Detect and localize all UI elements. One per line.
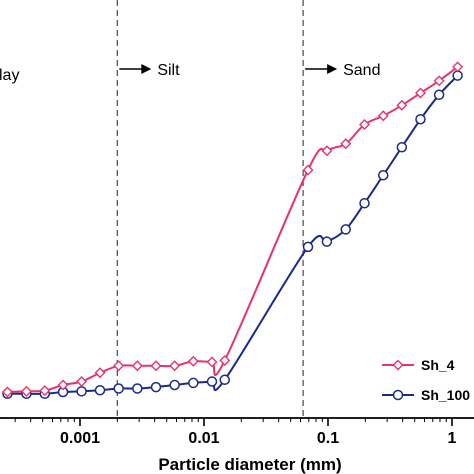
data-point-circle <box>132 383 143 394</box>
data-point-circle <box>392 389 404 401</box>
data-point-circle <box>219 374 230 386</box>
series-layer <box>1 61 464 400</box>
data-point-diamond <box>1 386 13 398</box>
data-point-diamond <box>321 145 333 157</box>
series-sh-100 <box>2 70 463 400</box>
data-point-diamond <box>302 164 314 176</box>
data-point-diamond <box>206 356 218 368</box>
data-point-circle <box>76 386 87 397</box>
data-point-circle <box>150 381 162 393</box>
data-point-diamond <box>359 119 371 131</box>
region-arrow-head <box>327 64 338 74</box>
data-point-circle <box>321 236 333 247</box>
data-point-diamond <box>169 360 181 372</box>
data-point-diamond <box>340 138 352 150</box>
data-point-diamond <box>414 87 426 99</box>
data-point-diamond <box>113 360 125 372</box>
data-point-circle <box>340 224 351 235</box>
data-point-diamond <box>94 367 106 379</box>
data-point-diamond <box>76 376 88 388</box>
region-labels: lay Silt Sand <box>0 62 380 84</box>
data-point-circle <box>378 169 389 181</box>
data-point-circle <box>188 377 199 389</box>
x-tick-label: 1 <box>448 430 457 447</box>
region-boundaries <box>116 0 304 418</box>
series-line <box>7 66 459 393</box>
data-point-diamond <box>392 359 404 371</box>
data-point-diamond <box>452 61 464 73</box>
x-tick-label: 0.001 <box>60 430 100 447</box>
x-tick-label: 0.1 <box>317 430 339 447</box>
data-point-diamond <box>219 355 231 367</box>
data-point-diamond <box>131 360 143 372</box>
legend-label: Sh_4 <box>421 357 455 373</box>
x-axis-title: Particle diameter (mm) <box>158 455 341 474</box>
data-point-diamond <box>433 75 445 87</box>
data-point-diamond <box>20 385 32 397</box>
data-point-circle <box>169 379 180 391</box>
data-point-circle <box>94 385 106 396</box>
region-label: Sand <box>343 62 380 79</box>
x-axis-ticks: 0.001 0.01 0.1 1 <box>14 418 457 447</box>
data-point-diamond <box>150 360 162 372</box>
series-line <box>7 74 459 395</box>
data-point-diamond <box>57 379 69 391</box>
data-point-diamond <box>187 355 199 367</box>
series-sh-4 <box>1 61 464 398</box>
legend: Sh_4 Sh_100 <box>382 357 470 403</box>
data-point-circle <box>396 141 408 153</box>
data-point-diamond <box>39 385 51 397</box>
data-point-circle <box>206 376 218 387</box>
region-label: lay <box>0 67 19 84</box>
region-label: Silt <box>157 62 180 79</box>
data-point-circle <box>415 114 426 125</box>
data-point-circle <box>302 241 314 253</box>
data-point-diamond <box>377 110 389 122</box>
x-tick-label: 0.01 <box>188 430 219 447</box>
data-point-circle <box>359 197 370 209</box>
data-point-circle <box>113 383 124 394</box>
data-point-circle <box>452 70 463 81</box>
region-arrow-head <box>141 64 152 74</box>
legend-label: Sh_100 <box>421 387 470 403</box>
data-point-circle <box>433 89 445 101</box>
data-point-diamond <box>396 99 408 111</box>
